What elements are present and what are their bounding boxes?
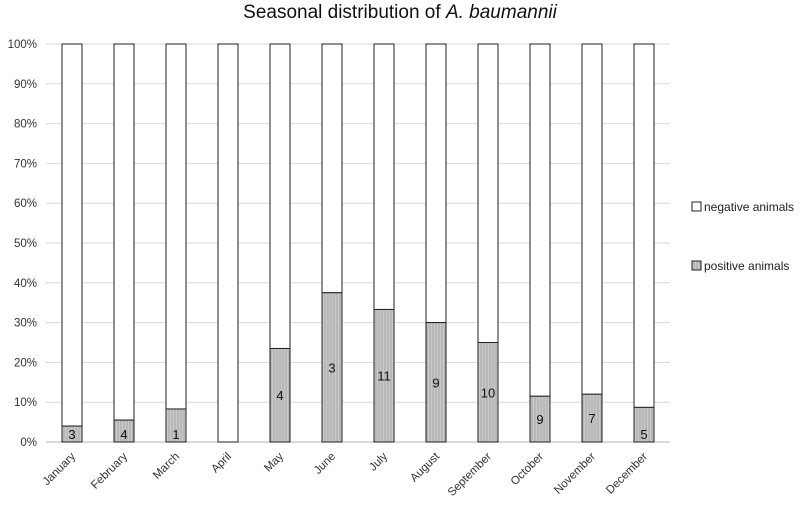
y-tick-label: 0% [20,437,37,449]
legend-label: positive animals [704,259,789,273]
x-tick-label: August [408,450,442,484]
bar-positive [61,425,83,443]
legend-label: negative animals [704,200,794,214]
bars: 3 4 1 4 3 11 9 10 9 7 5 [61,43,655,443]
bar-positive [321,292,343,443]
y-axis-ticks: 0% 10% 20% 30% 40% 50% 60% 70% 80% 90% 100% [8,39,37,449]
bar-negative [581,43,603,395]
data-label: 9 [536,412,543,427]
data-label: 4 [120,427,127,442]
bar-negative [529,43,551,397]
chart-title: Seasonal distribution of A. baumannii [0,2,800,24]
legend: negative animals positive animals [691,200,794,273]
data-label: 5 [640,427,647,442]
bar-negative [165,43,187,410]
bar-negative [425,43,447,324]
x-tick-label: April [209,451,234,476]
y-tick-label: 10% [14,397,37,409]
y-tick-label: 70% [14,158,37,170]
chart-title-prefix: Seasonal distribution of [243,2,446,23]
x-tick-label: September [446,451,494,499]
x-tick-label: November [552,451,598,497]
bar-positive [529,395,551,443]
y-tick-label: 50% [14,238,37,250]
bar-negative [633,43,655,408]
bar-negative [217,43,239,443]
x-tick-label: July [367,450,390,473]
chart-title-species: A. baumannii [445,2,557,23]
bar-positive [633,406,655,443]
data-label: 11 [377,369,391,384]
y-tick-label: 90% [14,79,37,91]
y-tick-label: 20% [14,357,37,369]
data-label: 3 [68,427,75,442]
bar-negative [113,43,135,421]
data-label: 4 [276,388,283,403]
bar-positive [113,419,135,443]
x-axis-ticks: January February March April May June July Augu… [41,450,651,499]
data-label: 1 [172,427,179,442]
y-tick-label: 30% [14,318,37,330]
y-tick-label: 100% [8,39,37,51]
bar-positive [373,308,395,443]
data-label: 7 [588,411,595,426]
y-tick-label: 40% [14,278,37,290]
bar-negative [373,43,395,310]
x-tick-label: December [604,451,650,497]
bar-positive [425,322,447,443]
data-label: 9 [432,375,439,390]
bar-positive [269,347,291,443]
bar-positive [165,408,187,443]
bar-negative [269,43,291,349]
x-tick-label: January [41,450,79,488]
bar-positive [581,393,603,443]
legend-swatch [691,201,702,212]
x-tick-label: October [509,451,547,489]
bar-negative [61,43,83,427]
bar-negative [321,43,343,294]
x-tick-label: June [312,451,338,477]
data-label: 3 [328,360,335,375]
x-tick-label: March [151,451,182,482]
y-tick-label: 60% [14,198,37,210]
gridlines [46,43,670,443]
y-tick-label: 80% [14,119,37,131]
data-label: 10 [481,385,495,400]
bar-positive [477,342,499,443]
x-tick-label: May [262,450,286,474]
bar-negative [477,43,499,343]
x-tick-label: February [89,450,130,491]
legend-swatch [691,260,702,271]
